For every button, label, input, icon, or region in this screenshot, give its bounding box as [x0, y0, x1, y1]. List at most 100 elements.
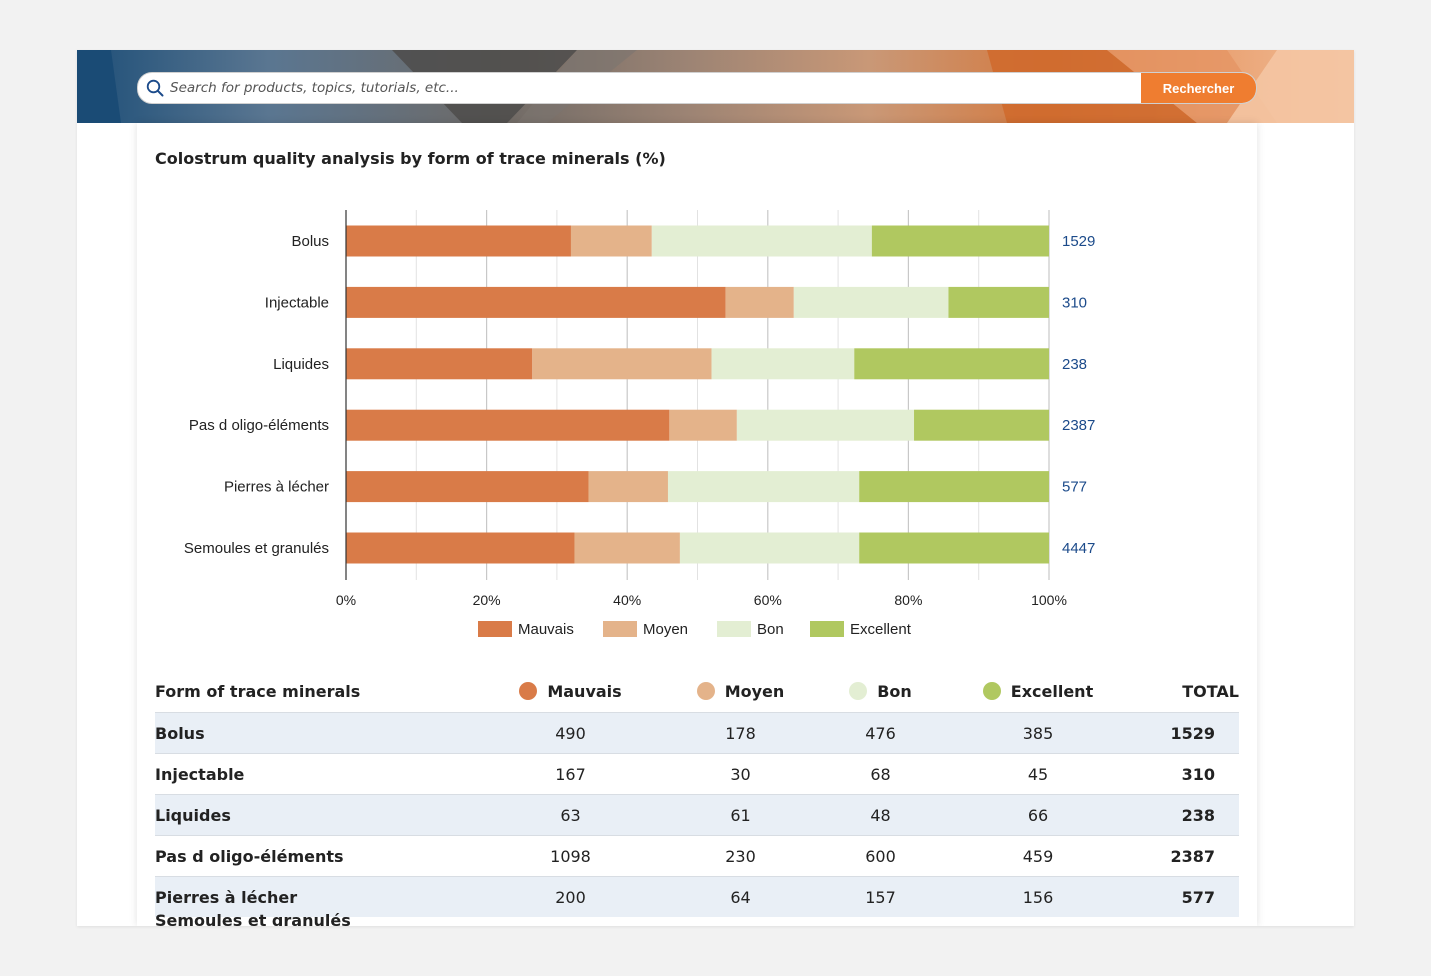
- cell-total: 577: [1181, 887, 1215, 907]
- x-tick-label: 40%: [613, 592, 641, 608]
- cell-bon: 48: [870, 805, 891, 825]
- cell-mauvais: 167: [555, 764, 586, 784]
- legend-swatch-excellent: [810, 621, 844, 637]
- browser-page: Rechercher Colostrum quality analysis by…: [77, 50, 1354, 926]
- bar-segment-moyen: [588, 471, 668, 503]
- col-header-total: TOTAL: [1182, 682, 1239, 701]
- bon-dot-icon: [849, 682, 868, 700]
- legend-label: Bon: [757, 621, 784, 638]
- search-button[interactable]: Rechercher: [1141, 73, 1256, 103]
- row-name: Bolus: [155, 723, 205, 743]
- col-header-bon-label: Bon: [877, 682, 912, 701]
- col-header-excellent: Excellent: [943, 671, 1133, 713]
- cell-excellent: 45: [1027, 764, 1049, 784]
- cell-excellent: 459: [1022, 846, 1054, 866]
- legend-label: Mauvais: [518, 621, 574, 638]
- bar-total-label: 1529: [1062, 233, 1095, 250]
- row-name: Liquides: [155, 805, 231, 825]
- mauvais-dot-icon: [519, 682, 538, 700]
- cell-mauvais: 490: [555, 723, 586, 743]
- bar-segment-excellent: [859, 471, 1049, 503]
- bar-segment-bon: [667, 471, 860, 503]
- bar-segment-moyen: [570, 225, 652, 257]
- cell-bon: 157: [865, 887, 896, 907]
- legend-swatch-moyen: [603, 621, 637, 637]
- table-header-row: Form of trace minerals Mauvais Moyen Bon…: [155, 671, 1239, 713]
- bar-total-label: 238: [1062, 356, 1087, 373]
- cell-moyen: 64: [730, 887, 751, 907]
- cell-bon: 476: [865, 723, 896, 743]
- col-header-mauvais: Mauvais: [478, 671, 663, 713]
- cell-bon: 600: [865, 846, 896, 866]
- legend-swatch-mauvais: [478, 621, 512, 637]
- col-header-form: Form of trace minerals: [155, 682, 361, 701]
- y-tick-label: Bolus: [291, 233, 329, 250]
- y-tick-label: Semoules et granulés: [184, 540, 329, 557]
- x-tick-label: 80%: [894, 592, 922, 608]
- x-tick-label: 20%: [473, 592, 501, 608]
- cell-excellent: 156: [1022, 887, 1054, 907]
- row-name: Injectable: [155, 764, 245, 784]
- legend-label: Moyen: [643, 621, 688, 638]
- cell-mauvais: 63: [560, 805, 581, 825]
- bar-segment-moyen: [669, 409, 737, 441]
- search-icon: [146, 79, 164, 97]
- cell-moyen: 230: [725, 846, 756, 866]
- bar-segment-bon: [651, 225, 872, 257]
- bar-segment-bon: [736, 409, 915, 441]
- col-header-mauvais-label: Mauvais: [547, 682, 622, 701]
- y-tick-label: Liquides: [273, 356, 329, 373]
- cell-total: 1529: [1170, 723, 1215, 743]
- legend-swatch-bon: [717, 621, 751, 637]
- table-row: Injectable 167 30 68 45 310: [155, 753, 1239, 795]
- bar-segment-mauvais: [346, 471, 589, 503]
- data-table: Form of trace minerals Mauvais Moyen Bon…: [155, 671, 1239, 917]
- row-name: Pierres à lécher: [155, 887, 298, 907]
- bar-segment-excellent: [871, 225, 1049, 257]
- cell-moyen: 178: [725, 723, 756, 743]
- col-header-moyen: Moyen: [663, 671, 818, 713]
- cell-excellent: 385: [1022, 723, 1054, 743]
- bar-segment-mauvais: [346, 532, 575, 564]
- stacked-bar-chart: Bolus 1529 Injectable 310 Liquides 238 Pas d o…: [184, 210, 1095, 638]
- y-tick-label: Pierres à lécher: [224, 479, 329, 496]
- bar-segment-mauvais: [346, 409, 670, 441]
- cell-mauvais: 200: [555, 887, 586, 907]
- col-header-bon: Bon: [818, 671, 943, 713]
- bar-segment-moyen: [725, 286, 794, 318]
- bar-total-label: 2387: [1062, 417, 1095, 434]
- header-banner: Rechercher: [77, 50, 1354, 123]
- cell-mauvais: 1098: [550, 846, 591, 866]
- bar-segment-moyen: [574, 532, 680, 564]
- bar-segment-excellent: [859, 532, 1049, 564]
- bar-segment-mauvais: [346, 286, 726, 318]
- chart-title: Colostrum quality analysis by form of tr…: [155, 149, 666, 168]
- table-row: Pierres à lécher 200 64 157 156 577: [155, 876, 1239, 917]
- table-row: Bolus 490 178 476 385 1529: [155, 712, 1239, 754]
- cell-moyen: 30: [730, 764, 751, 784]
- bar-segment-moyen: [532, 348, 712, 380]
- bar-total-label: 4447: [1062, 540, 1095, 557]
- search-input[interactable]: [170, 73, 1100, 103]
- col-header-excellent-label: Excellent: [1010, 682, 1094, 701]
- legend-label: Excellent: [850, 621, 912, 638]
- bar-segment-bon: [793, 286, 949, 318]
- cell-moyen: 61: [730, 805, 751, 825]
- cell-total: 310: [1181, 764, 1215, 784]
- table-row-partial: Semoules et granulés: [155, 911, 351, 926]
- bar-segment-mauvais: [346, 225, 571, 257]
- cell-total: 238: [1181, 805, 1215, 825]
- bar-segment-bon: [679, 532, 860, 564]
- table-row: Liquides 63 61 48 66 238: [155, 794, 1239, 836]
- search-bar: Rechercher: [137, 72, 1257, 104]
- bar-segment-bon: [711, 348, 855, 380]
- bar-total-label: 577: [1062, 479, 1087, 496]
- bar-segment-excellent: [854, 348, 1049, 380]
- y-tick-label: Pas d oligo-éléments: [189, 417, 329, 434]
- bar-segment-mauvais: [346, 348, 533, 380]
- bar-total-label: 310: [1062, 294, 1087, 311]
- excellent-dot-icon: [982, 682, 1001, 700]
- cell-total: 2387: [1170, 846, 1215, 866]
- content-card: Colostrum quality analysis by form of tr…: [137, 123, 1257, 926]
